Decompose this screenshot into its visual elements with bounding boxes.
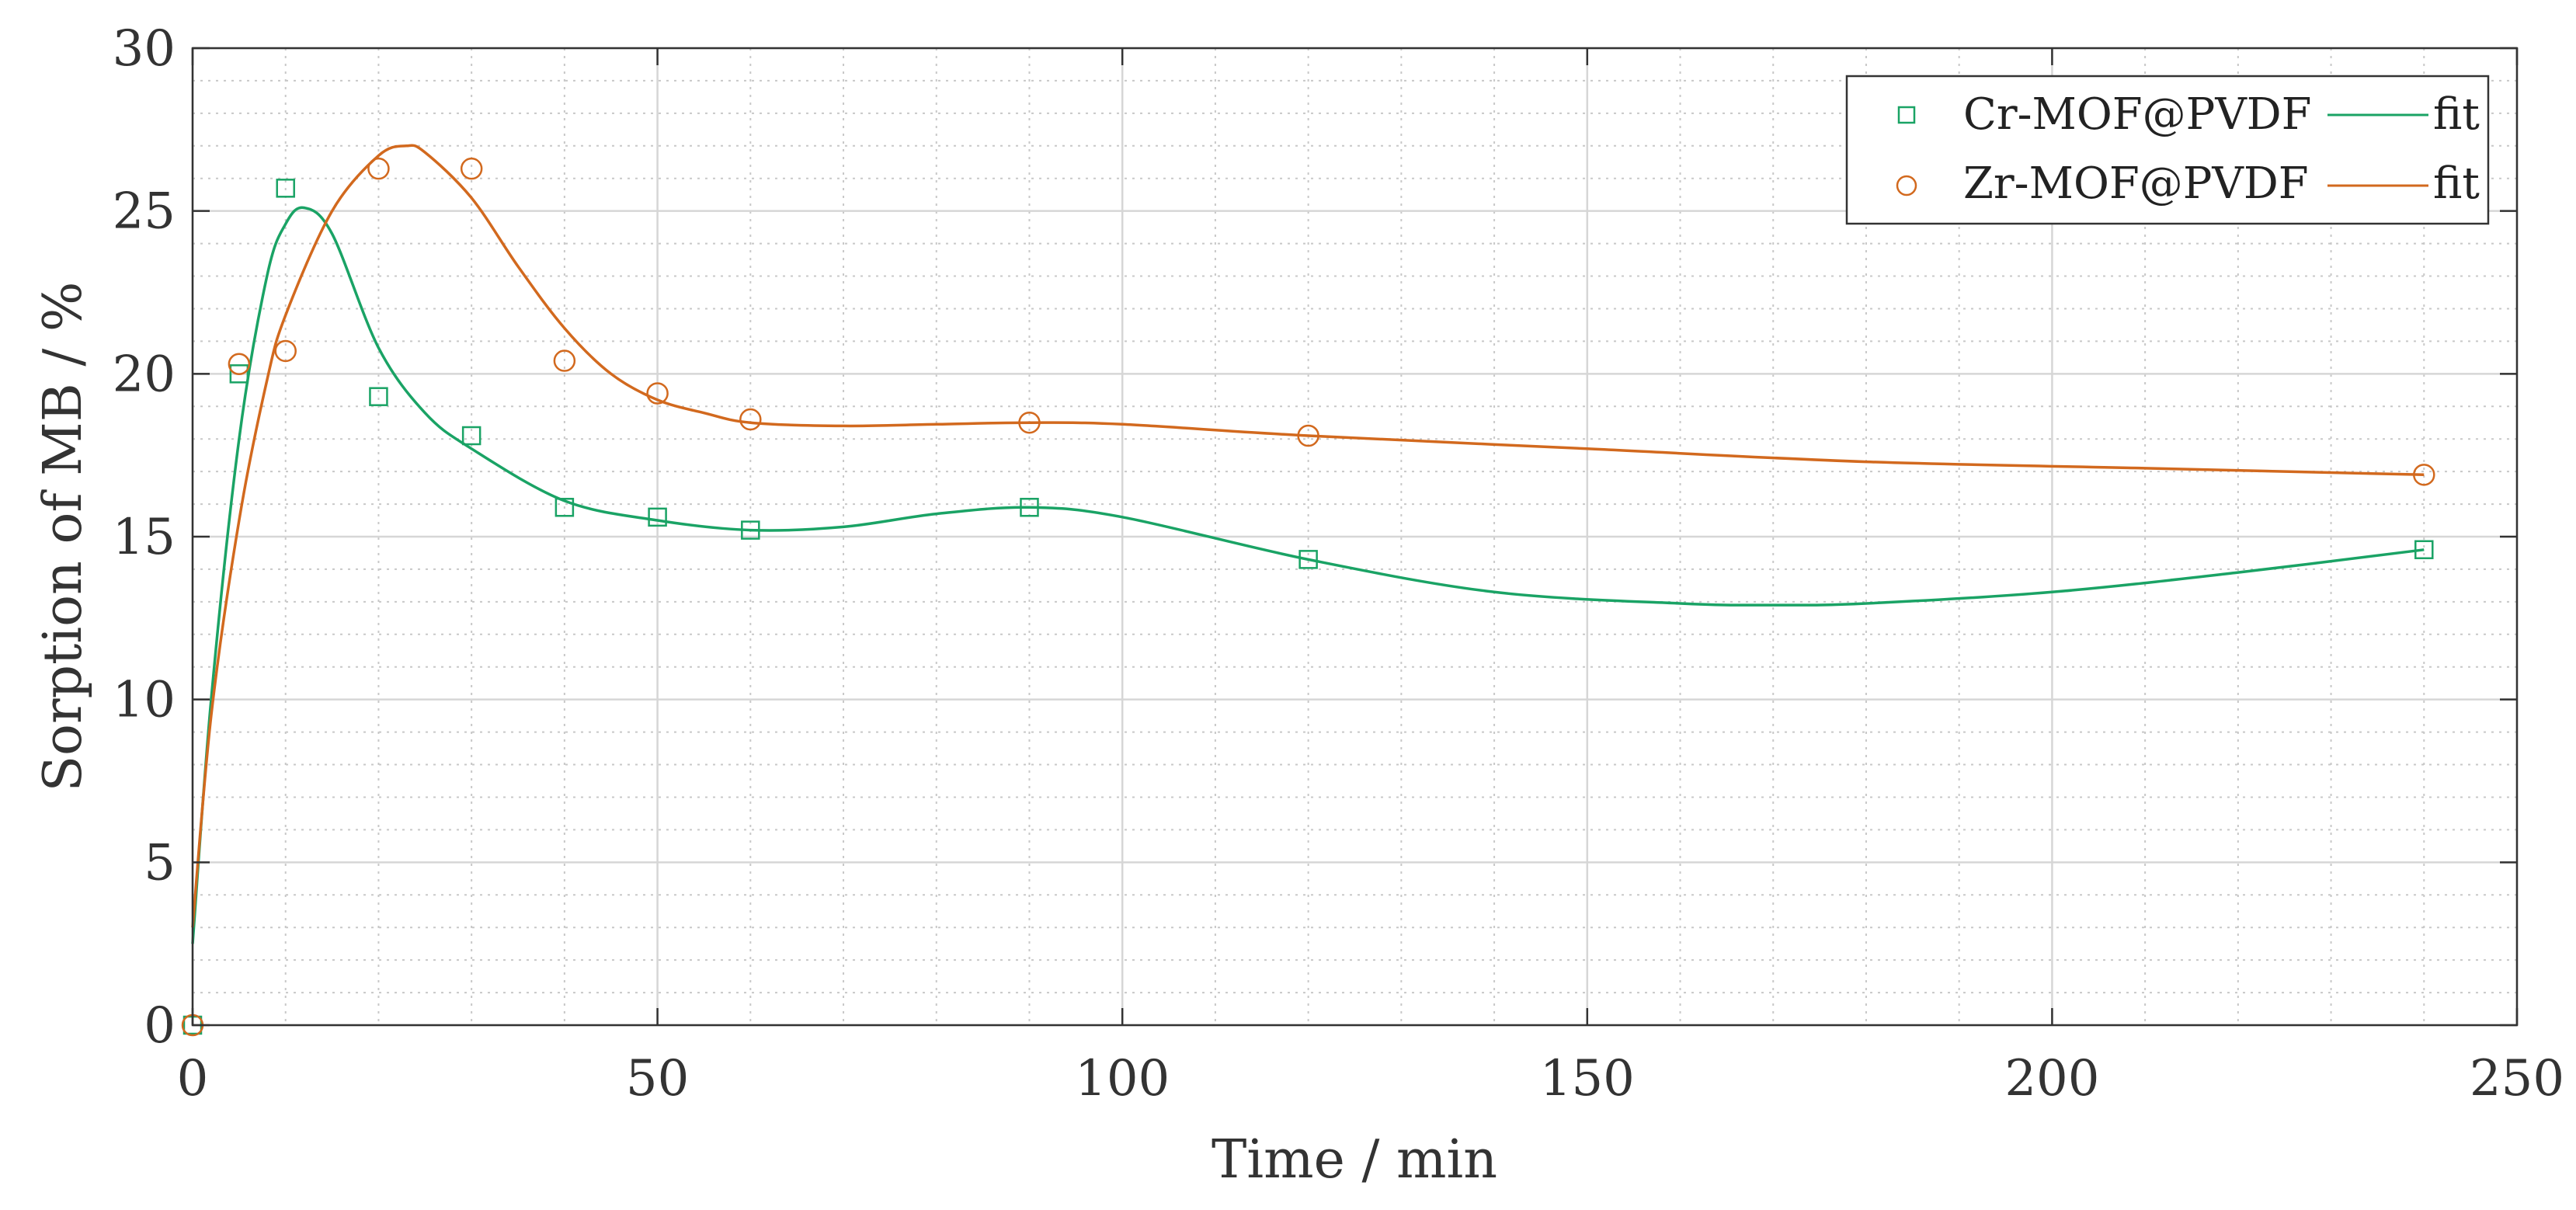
- data-point-cr: [648, 507, 667, 527]
- data-point-cr: [461, 426, 481, 446]
- data-point-zr: [739, 408, 762, 431]
- data-point-zr: [646, 382, 669, 405]
- x-tick-label: 250: [2470, 1050, 2564, 1107]
- data-point-zr: [228, 353, 251, 376]
- x-tick-label: 100: [1075, 1050, 1170, 1107]
- data-point-zr: [367, 157, 390, 180]
- data-point-zr: [1297, 424, 1319, 447]
- data-point-cr: [229, 364, 249, 384]
- legend-marker-zr: [1896, 175, 1917, 196]
- x-axis-title: Time / min: [1212, 1129, 1497, 1191]
- y-tick-label: 15: [113, 509, 176, 566]
- y-tick-label: 10: [113, 672, 176, 729]
- data-point-zr: [553, 349, 576, 372]
- legend: Cr-MOF@PVDF fit Zr-MOF@PVDF fit: [1845, 75, 2490, 225]
- legend-label-cr-fit: fit: [2433, 89, 2480, 140]
- fit-line-cr: [191, 206, 2425, 944]
- legend-marker-cr: [1897, 106, 1916, 124]
- legend-label-zr-fit: fit: [2433, 158, 2480, 209]
- data-point-cr: [554, 498, 575, 517]
- tick-labels: 0 50 100 150 200 250 0 5 10 15 20 25 30: [113, 20, 2565, 1107]
- data-point-zr: [1018, 411, 1041, 434]
- x-tick-label: 50: [626, 1050, 689, 1107]
- data-point-cr: [276, 179, 295, 198]
- y-tick-label: 25: [113, 183, 176, 241]
- y-tick-label: 30: [113, 20, 176, 78]
- data-point-zr: [2413, 464, 2435, 486]
- axis-ticks: [191, 47, 2519, 1027]
- fit-line-zr: [191, 144, 2425, 928]
- y-axis-title: Sorption of MB / %: [33, 281, 94, 791]
- data-point-cr: [1020, 498, 1039, 517]
- x-tick-label: 0: [177, 1050, 209, 1107]
- legend-label-cr: Cr-MOF@PVDF: [1963, 89, 2312, 140]
- y-tick-label: 0: [144, 997, 176, 1055]
- data-point-cr: [741, 520, 760, 540]
- legend-box: [1845, 75, 2490, 225]
- data-point-zr: [460, 157, 483, 180]
- fit-curves: [191, 144, 2425, 944]
- data-point-zr: [274, 339, 297, 363]
- data-point-cr: [369, 387, 388, 406]
- data-markers: [181, 157, 2435, 1037]
- x-tick-label: 200: [2004, 1050, 2099, 1107]
- x-tick-label: 150: [1540, 1050, 1635, 1107]
- legend-label-zr: Zr-MOF@PVDF: [1963, 158, 2309, 209]
- y-tick-label: 20: [113, 346, 176, 403]
- data-point-cr: [2414, 540, 2434, 560]
- data-point-cr: [1298, 550, 1318, 569]
- y-tick-label: 5: [144, 834, 176, 892]
